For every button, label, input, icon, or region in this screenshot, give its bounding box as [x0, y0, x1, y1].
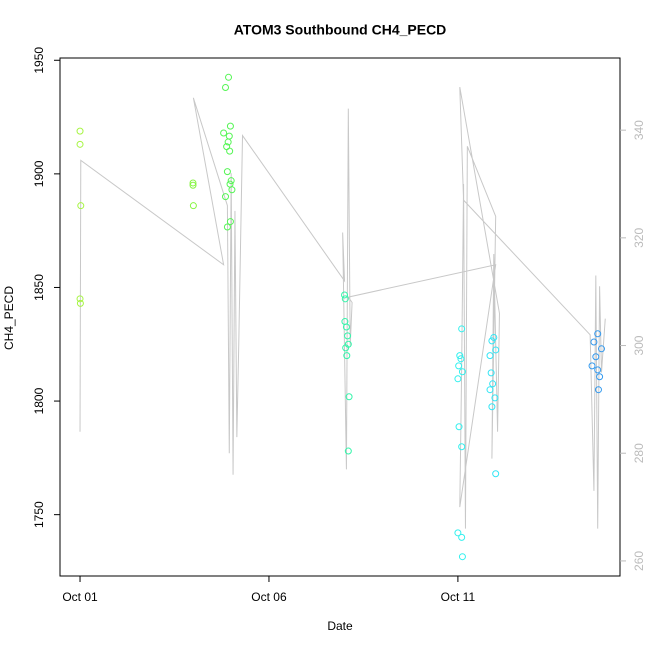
y2-tick-label: 300 — [632, 335, 646, 355]
x-tick-label: Oct 06 — [251, 590, 287, 604]
y2-tick-label: 260 — [632, 551, 646, 571]
x-tick-label: Oct 11 — [441, 590, 476, 604]
y-axis-label: CH4_PECD — [2, 286, 16, 350]
data-point — [189, 179, 197, 187]
data-point — [225, 73, 233, 81]
data-point — [594, 330, 602, 338]
data-point — [343, 352, 351, 360]
data-point — [224, 138, 232, 146]
data-point — [588, 362, 596, 370]
data-point — [597, 345, 605, 353]
x-axis-label: Date — [327, 619, 353, 633]
y-tick-label: 1850 — [32, 274, 46, 301]
x-tick-label: Oct 01 — [62, 590, 98, 604]
y-tick-label: 1950 — [32, 47, 46, 74]
data-point — [189, 202, 197, 210]
data-line — [79, 86, 606, 529]
data-point — [226, 122, 234, 130]
data-point — [489, 380, 497, 388]
data-point — [454, 529, 462, 537]
data-point — [220, 129, 228, 137]
data-point — [455, 423, 463, 431]
data-point — [76, 295, 84, 303]
data-point — [491, 394, 499, 402]
data-point — [342, 323, 350, 331]
data-point — [341, 295, 349, 303]
data-point — [590, 338, 598, 346]
data-point — [223, 223, 231, 231]
data-point — [458, 325, 466, 333]
data-point — [341, 291, 349, 299]
data-point — [458, 368, 466, 376]
data-point — [223, 168, 231, 176]
y-tick-label: 1800 — [32, 387, 46, 414]
data-point — [457, 355, 465, 363]
data-point — [344, 332, 352, 340]
data-point — [228, 186, 236, 194]
data-point — [76, 299, 84, 307]
data-point — [76, 140, 84, 148]
data-point — [345, 393, 353, 401]
data-point — [488, 337, 496, 345]
data-point — [344, 447, 352, 455]
data-point — [458, 553, 466, 561]
data-point — [594, 366, 602, 374]
y2-tick-label: 320 — [632, 228, 646, 248]
data-point — [227, 177, 235, 185]
data-point — [596, 373, 604, 381]
y2-tick-label: 340 — [632, 120, 646, 140]
data-point — [454, 375, 462, 383]
data-point — [592, 353, 600, 361]
y-tick-label: 1750 — [32, 501, 46, 528]
data-point — [487, 369, 495, 377]
data-point — [226, 147, 234, 155]
data-point — [342, 344, 350, 352]
data-point — [488, 403, 496, 411]
y-tick-label: 1900 — [32, 160, 46, 187]
data-point — [458, 533, 466, 541]
data-point — [490, 333, 498, 341]
data-point — [492, 470, 500, 478]
data-point — [77, 202, 85, 210]
data-point — [222, 84, 230, 92]
data-point — [76, 127, 84, 135]
data-point — [486, 386, 494, 394]
data-point — [492, 346, 500, 354]
data-point — [456, 352, 464, 360]
data-point — [455, 362, 463, 370]
data-point — [222, 193, 230, 201]
data-point — [486, 352, 494, 360]
data-point — [594, 386, 602, 394]
data-point — [189, 181, 197, 189]
data-point — [226, 218, 234, 226]
chart-title: ATOM3 Southbound CH4_PECD — [234, 22, 447, 38]
y2-tick-label: 280 — [632, 443, 646, 463]
plot-frame — [59, 57, 621, 577]
data-point — [458, 443, 466, 451]
